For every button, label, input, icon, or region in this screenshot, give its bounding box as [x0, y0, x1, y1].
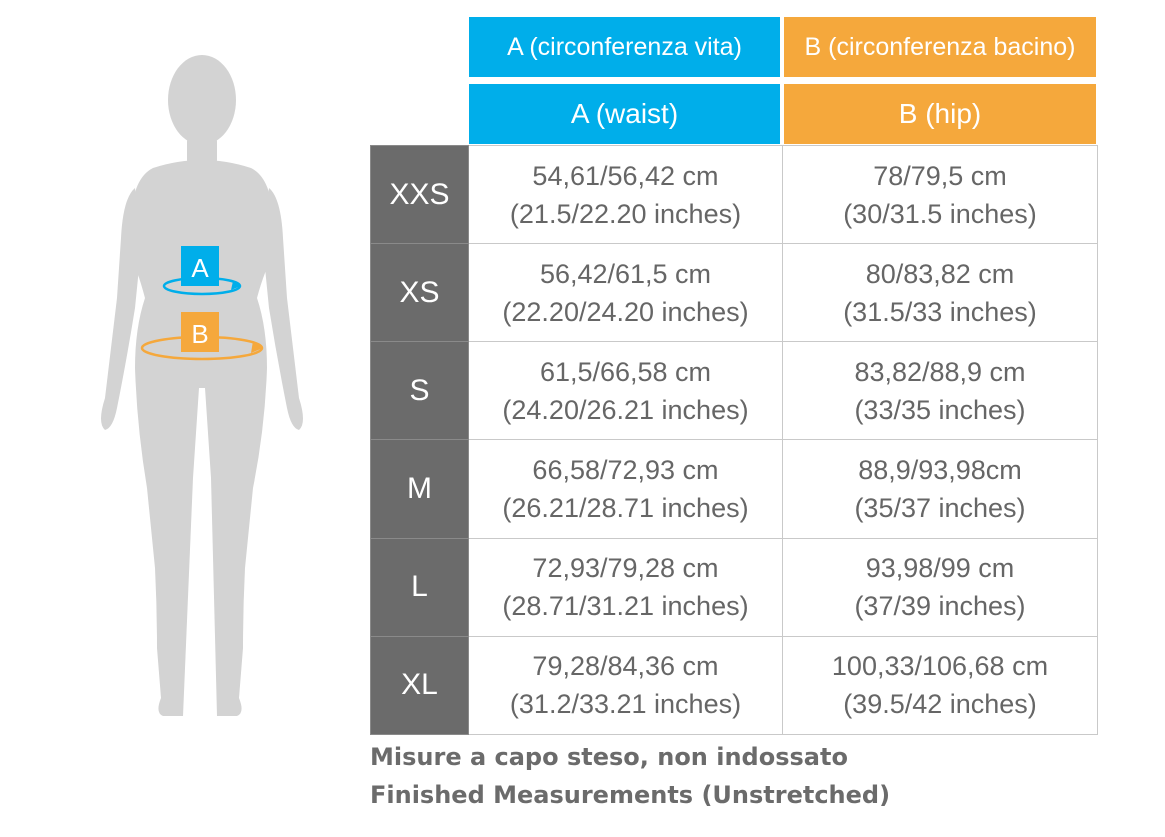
waist-cm: 54,61/56,42 cm — [532, 160, 719, 191]
hip-cell: 83,82/88,9 cm (33/35 inches) — [782, 341, 1098, 441]
table-row: XXS 54,61/56,42 cm (21.5/22.20 inches) 78… — [370, 144, 1098, 245]
size-cell: XL — [370, 635, 469, 736]
waist-cm: 61,5/66,58 cm — [539, 356, 712, 387]
waist-cm: 72,93/79,28 cm — [532, 553, 719, 584]
waist-cell: 79,28/84,36 cm (31.2/33.21 inches) — [468, 635, 783, 736]
header-hip-italian: B (circonferenza bacino) — [784, 17, 1096, 77]
waist-label-box — [181, 246, 219, 286]
hip-cm: 88,9/93,98cm — [858, 455, 1022, 486]
table-row: M 66,58/72,93 cm (26.21/28.71 inches) 88,… — [370, 439, 1098, 539]
waist-label: A — [191, 253, 209, 283]
note-english: Finished Measurements (Unstretched) — [370, 781, 891, 809]
table-row: XS 56,42/61,5 cm (22.20/24.20 inches) 80/… — [370, 243, 1098, 343]
waist-cm: 79,28/84,36 cm — [532, 651, 719, 682]
hip-cell: 100,33/106,68 cm (39.5/42 inches) — [782, 635, 1098, 736]
waist-inches: (21.5/22.20 inches) — [509, 198, 742, 229]
hip-cell: 78/79,5 cm (30/31.5 inches) — [782, 144, 1098, 245]
waist-inches: (26.21/28.71 inches) — [502, 493, 749, 524]
hip-inches: (39.5/42 inches) — [843, 689, 1037, 720]
hip-inches: (35/37 inches) — [854, 493, 1026, 524]
size-cell: S — [370, 341, 469, 441]
hip-inches: (33/35 inches) — [854, 394, 1026, 425]
table-row: S 61,5/66,58 cm (24.20/26.21 inches) 83,8… — [370, 341, 1098, 441]
hip-cm: 80/83,82 cm — [865, 258, 1015, 289]
header-hip-english: B (hip) — [784, 84, 1096, 144]
hip-cell: 80/83,82 cm (31.5/33 inches) — [782, 243, 1098, 343]
hip-cm: 78/79,5 cm — [873, 160, 1007, 191]
hip-cm: 100,33/106,68 cm — [831, 651, 1049, 682]
size-cell: XS — [370, 243, 469, 343]
table-row: XL 79,28/84,36 cm (31.2/33.21 inches) 100… — [370, 635, 1098, 736]
waist-cell: 54,61/56,42 cm (21.5/22.20 inches) — [468, 144, 783, 245]
hip-label-box — [181, 312, 219, 352]
hip-cell: 88,9/93,98cm (35/37 inches) — [782, 439, 1098, 539]
waist-cell: 72,93/79,28 cm (28.71/31.21 inches) — [468, 537, 783, 637]
hip-inches: (30/31.5 inches) — [843, 198, 1037, 229]
hip-inches: (31.5/33 inches) — [843, 296, 1037, 327]
hip-label: B — [191, 319, 208, 349]
size-cell: M — [370, 439, 469, 539]
waist-cm: 66,58/72,93 cm — [532, 455, 719, 486]
waist-cm: 56,42/61,5 cm — [539, 258, 712, 289]
header-waist-english: A (waist) — [469, 84, 780, 144]
waist-inches: (22.20/24.20 inches) — [502, 296, 749, 327]
waist-inches: (31.2/33.21 inches) — [509, 689, 742, 720]
body-figure: A B — [101, 55, 303, 716]
note-italian: Misure a capo steso, non indossato — [370, 743, 848, 771]
header-waist-italian: A (circonferenza vita) — [469, 17, 780, 77]
size-cell: XXS — [370, 144, 469, 245]
body-silhouette — [101, 55, 303, 716]
size-table: XXS 54,61/56,42 cm (21.5/22.20 inches) 78… — [370, 144, 1098, 736]
waist-cell: 66,58/72,93 cm (26.21/28.71 inches) — [468, 439, 783, 539]
waist-cell: 56,42/61,5 cm (22.20/24.20 inches) — [468, 243, 783, 343]
hip-cell: 93,98/99 cm (37/39 inches) — [782, 537, 1098, 637]
waist-cell: 61,5/66,58 cm (24.20/26.21 inches) — [468, 341, 783, 441]
measurement-notes: Misure a capo steso, non indossato Finis… — [370, 738, 1070, 814]
hip-cm: 83,82/88,9 cm — [854, 356, 1026, 387]
waist-inches: (24.20/26.21 inches) — [502, 394, 749, 425]
hip-cm: 93,98/99 cm — [865, 553, 1015, 584]
table-row: L 72,93/79,28 cm (28.71/31.21 inches) 93,… — [370, 537, 1098, 637]
waist-inches: (28.71/31.21 inches) — [502, 591, 749, 622]
hip-inches: (37/39 inches) — [854, 591, 1026, 622]
size-cell: L — [370, 537, 469, 637]
